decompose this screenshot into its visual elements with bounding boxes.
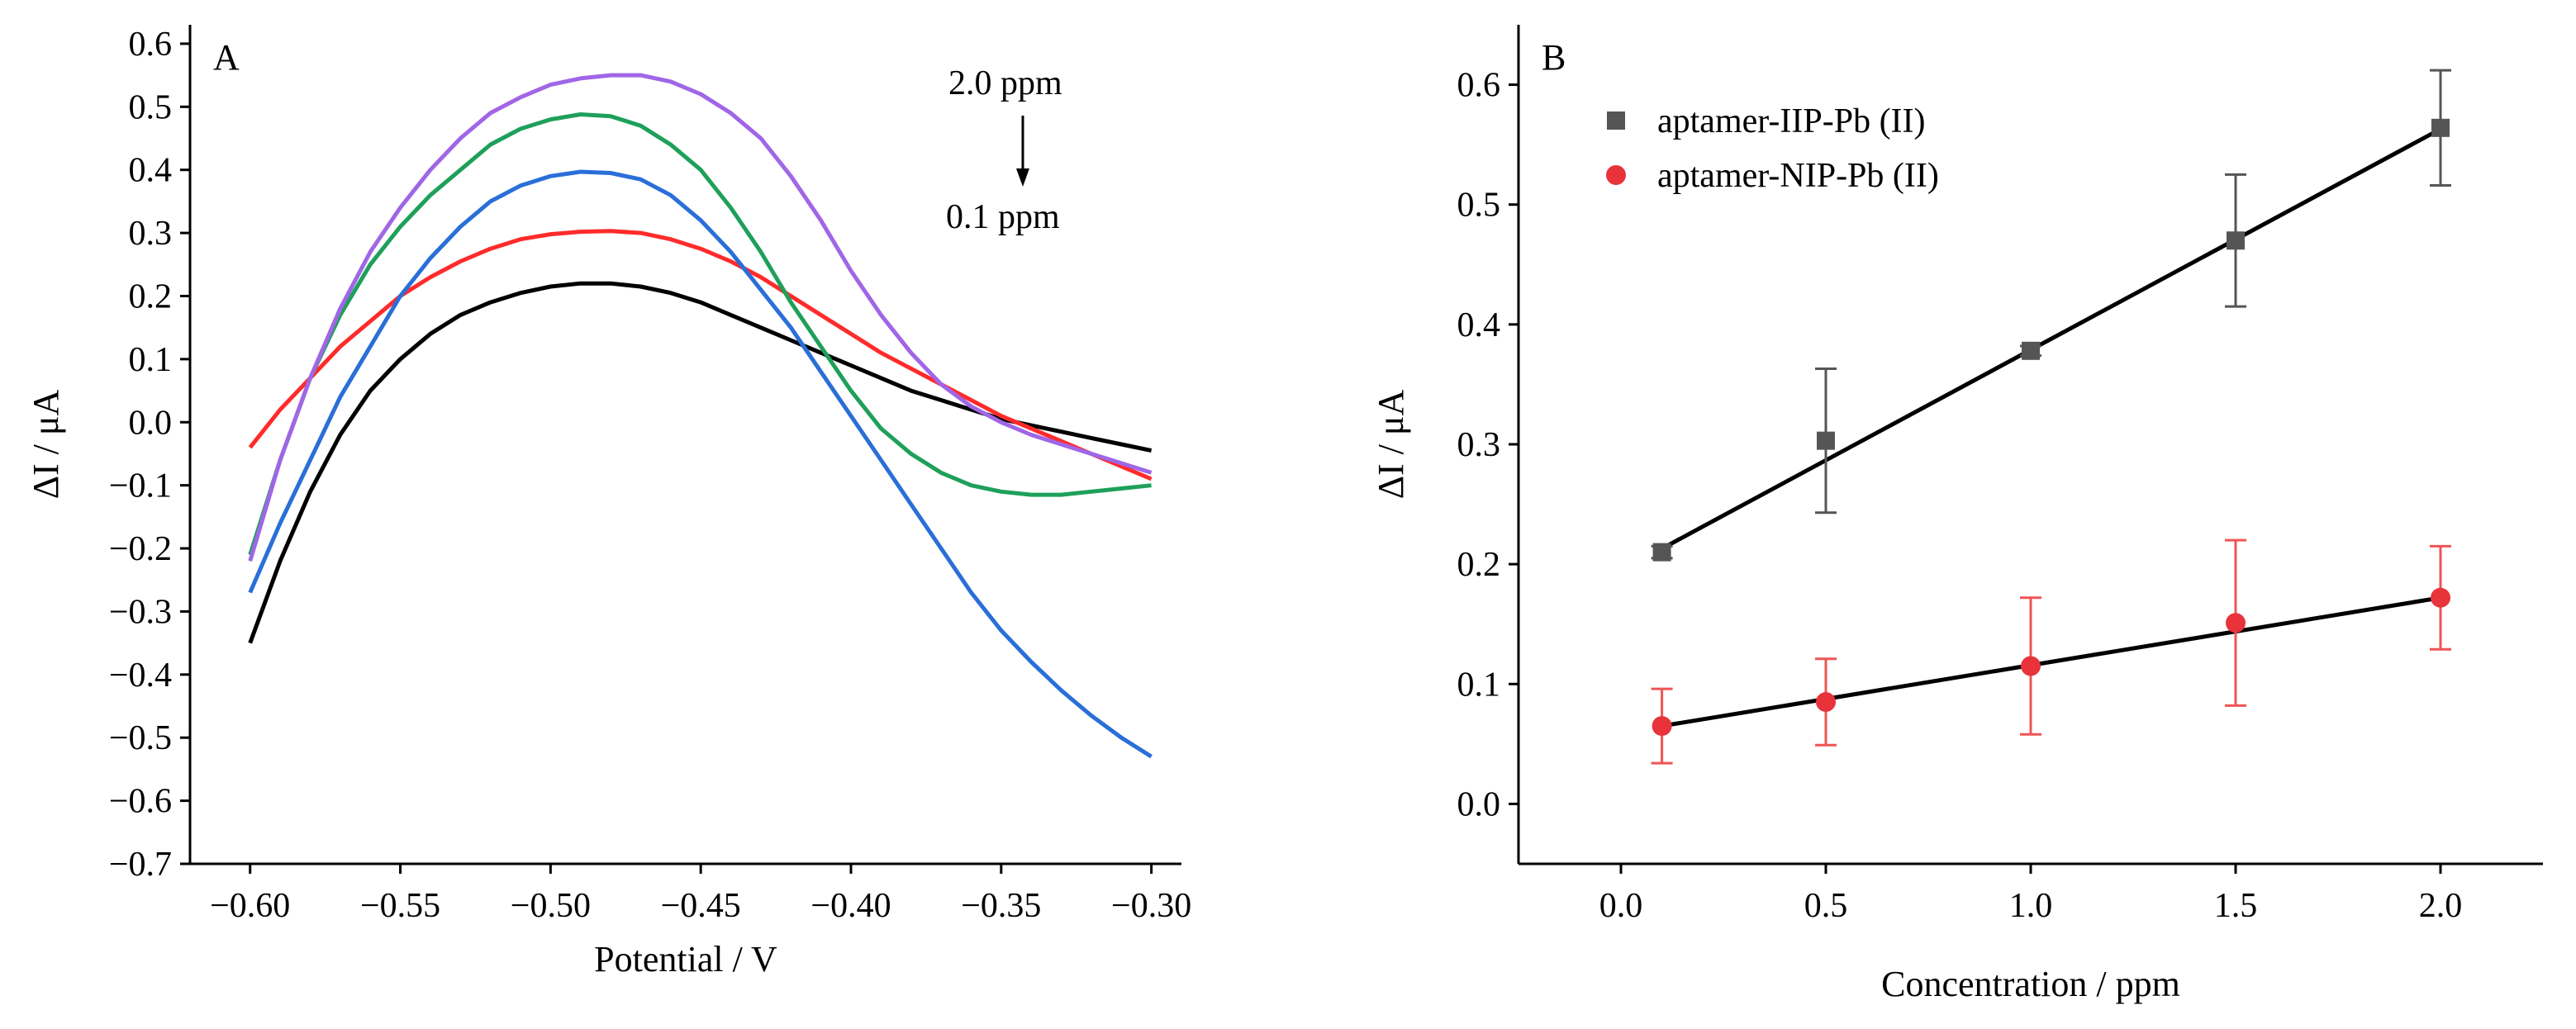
y-tick-label: 0.0 <box>1457 785 1501 823</box>
legend-label: aptamer-IIP-Pb (II) <box>1657 102 1926 140</box>
voltammogram-line <box>248 281 1153 644</box>
panel-b-calibration-chart: 0.0 0.1 0.2 0.3 0.4 0.5 0.6 0.0 0.5 1.0 1.5 2.0 Conc… <box>1371 25 2543 1004</box>
panel-label: B <box>1542 37 1566 78</box>
x-axis-title: Concentration / ppm <box>1881 964 2180 1004</box>
x-tick-label: −0.55 <box>360 887 440 925</box>
y-axis-title: ΔI / μA <box>1371 390 1411 500</box>
x-axis-title: Potential / V <box>594 939 777 979</box>
legend-label: aptamer-NIP-Pb (II) <box>1657 157 1939 195</box>
y-tick-label: 0.1 <box>129 341 173 379</box>
y-tick-label: 0.5 <box>1457 187 1501 225</box>
legend-marker <box>1606 165 1626 185</box>
annotation-arrow-head <box>1016 168 1029 187</box>
data-point-circle <box>1816 692 1836 713</box>
y-tick-label: −0.3 <box>109 593 172 631</box>
panel-a-line-chart: −0.7 −0.6 −0.5 −0.4 −0.3 −0.2 −0.1 0.0 0.1 0.2 0.3… <box>26 25 1191 979</box>
y-tick-label: 0.3 <box>1457 426 1501 464</box>
y-tick-label: 0.2 <box>129 277 173 315</box>
voltammogram-line <box>248 229 1153 481</box>
y-tick-label: −0.1 <box>109 467 172 505</box>
voltammogram-line <box>248 112 1152 556</box>
voltammogram-line <box>248 169 1153 759</box>
annotation-top: 2.0 ppm <box>948 64 1062 102</box>
x-tick-label: 1.5 <box>2214 887 2258 925</box>
x-tick-label: 0.0 <box>1599 887 1643 925</box>
y-tick-label: 0.6 <box>1457 67 1501 105</box>
y-tick-label: 0.1 <box>1457 666 1501 704</box>
data-point-square <box>2022 341 2040 360</box>
voltammogram-line <box>248 73 1153 562</box>
legend-marker <box>1607 111 1625 130</box>
data-point-circle <box>2431 587 2450 608</box>
x-tick-label: −0.35 <box>961 887 1041 925</box>
panel-label: A <box>213 37 240 78</box>
x-tick-label: −0.30 <box>1111 887 1191 925</box>
y-tick-label: 0.5 <box>129 88 173 126</box>
y-tick-label: 0.4 <box>1457 306 1501 344</box>
y-tick-label: 0.3 <box>129 215 173 253</box>
data-point-square <box>2227 231 2245 250</box>
y-tick-label: −0.7 <box>109 846 172 884</box>
y-tick-label: 0.6 <box>129 26 173 64</box>
data-point-circle <box>1652 716 1672 737</box>
fit-line <box>1661 127 2442 551</box>
data-point-circle <box>2021 656 2041 676</box>
data-point-circle <box>2226 613 2246 633</box>
y-tick-label: −0.2 <box>109 530 172 568</box>
y-axis-title: ΔI / μA <box>26 390 66 500</box>
y-tick-label: 0.4 <box>129 152 173 190</box>
x-tick-label: 0.5 <box>1804 887 1848 925</box>
data-point-square <box>2431 118 2450 137</box>
y-tick-label: 0.2 <box>1457 546 1501 584</box>
x-tick-label: 1.0 <box>2009 887 2053 925</box>
data-point-square <box>1817 431 1835 450</box>
y-tick-label: −0.4 <box>109 657 172 695</box>
x-tick-label: 2.0 <box>2419 887 2463 925</box>
y-tick-label: 0.0 <box>129 404 173 442</box>
x-tick-label: −0.50 <box>511 887 591 925</box>
data-point-square <box>1652 543 1671 562</box>
annotation-bottom: 0.1 ppm <box>946 198 1060 236</box>
x-tick-label: −0.45 <box>661 887 741 925</box>
x-tick-label: −0.60 <box>210 887 290 925</box>
y-tick-label: −0.6 <box>109 783 172 821</box>
y-tick-label: −0.5 <box>109 719 172 757</box>
fit-line <box>1661 595 2441 728</box>
x-tick-label: −0.40 <box>810 887 891 925</box>
